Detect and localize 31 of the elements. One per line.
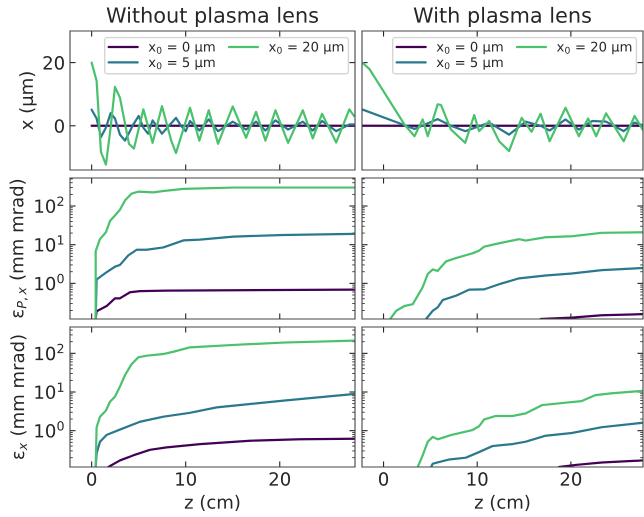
line-series <box>107 438 355 467</box>
line-series <box>90 108 355 142</box>
y-tick-label: 10$^{1}$ <box>35 382 64 400</box>
y-tick-label: 20 <box>43 56 64 70</box>
y-tick-label: 10$^{1}$ <box>35 235 64 252</box>
y-axis-title: ε$_{x}$ (mm mrad) <box>10 335 28 459</box>
x-tick-label: 10 <box>176 472 196 486</box>
line-series <box>94 186 355 319</box>
y-tick-label: 0 <box>54 119 64 133</box>
legend-label: x$_{0}$ = 0 μm <box>436 42 503 54</box>
x-tick-label: 20 <box>270 472 290 486</box>
legend-label: x$_{0}$ = 20 μm <box>556 42 632 54</box>
x-tick-label: 0 <box>378 472 388 486</box>
y-tick-label: 10$^{0}$ <box>35 274 64 290</box>
x-tick-label: 10 <box>468 472 488 486</box>
y-axis-title: x (μm) <box>19 72 37 130</box>
x-tick-label: 20 <box>560 472 582 486</box>
legend-label: x$_{0}$ = 5 μm <box>436 57 503 70</box>
legend-label: x$_{0}$ = 20 μm <box>268 42 344 54</box>
x-axis-title: z (cm) <box>474 494 530 511</box>
x-axis-title: z (cm) <box>184 494 240 511</box>
legend-label: x$_{0}$ = 5 μm <box>148 57 215 70</box>
line-series <box>94 340 355 467</box>
x-tick-label: 0 <box>87 472 96 486</box>
legend-label: x$_{0}$ = 0 μm <box>148 42 215 54</box>
y-tick-label: 10$^{2}$ <box>35 196 64 213</box>
y-tick-label: 10$^{0}$ <box>35 421 64 438</box>
y-axis-title: ε$_{P,x}$ (mm mrad) <box>10 180 28 318</box>
y-tick-label: 10$^{2}$ <box>35 344 64 360</box>
chart-title: With plasma lens <box>414 6 591 27</box>
chart-title: Without plasma lens <box>106 6 318 27</box>
